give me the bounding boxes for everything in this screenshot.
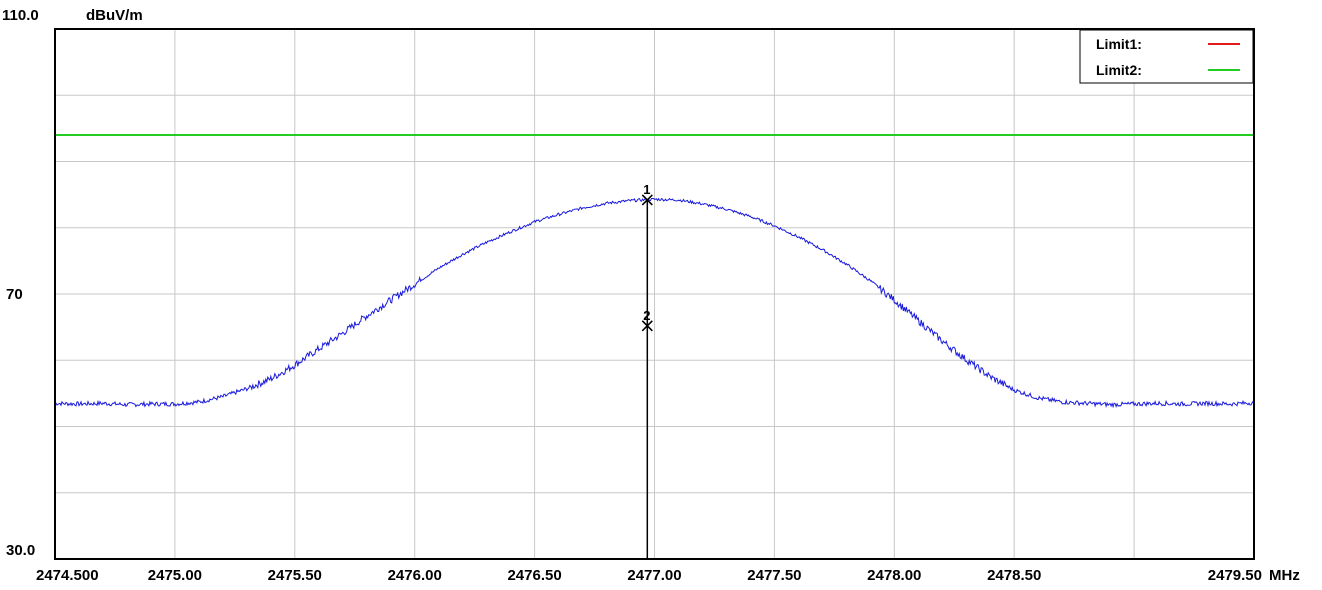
x-tick-label: 2475.50 [268, 567, 322, 584]
x-tick-label: 2479.50 [1208, 567, 1262, 584]
x-tick-label: 2476.00 [388, 567, 442, 584]
y-tick-label: 70 [6, 286, 23, 303]
x-unit-label: MHz [1269, 567, 1300, 584]
x-tick-label: 2477.00 [627, 567, 681, 584]
series-line [54, 197, 1255, 409]
x-tick-label: 2478.50 [987, 567, 1041, 584]
x-tick-label: 2477.50 [747, 567, 801, 584]
markers-layer: 12 [641, 182, 653, 559]
y-tick-label: 30.0 [6, 542, 35, 559]
x-tick-label: 2476.50 [507, 567, 561, 584]
x-tick-label: 2475.00 [148, 567, 202, 584]
y-top-label: 110.0 [2, 7, 39, 24]
legend-label-limit1: Limit1: [1096, 36, 1142, 52]
y-tick-labels: 70 30.0 [6, 286, 35, 559]
marker-2-cross [641, 320, 653, 332]
plot-frame [54, 28, 1255, 560]
legend: Limit1: Limit2: [1079, 29, 1254, 84]
marker-1-cross [641, 194, 653, 206]
x-tick-label: 2474.500 [36, 567, 99, 584]
x-tick-labels: 2474.500 2475.00 2475.50 2476.00 2476.50 2477… [36, 567, 1262, 584]
grid-lines [55, 29, 1254, 559]
series-layer [54, 197, 1255, 409]
legend-label-limit2: Limit2: [1096, 62, 1142, 78]
legend-box [1079, 29, 1254, 84]
marker-1-label: 1 [643, 182, 650, 197]
marker-2-label: 2 [643, 308, 650, 323]
x-tick-label: 2478.00 [867, 567, 921, 584]
y-unit-label: dBuV/m [86, 7, 143, 24]
